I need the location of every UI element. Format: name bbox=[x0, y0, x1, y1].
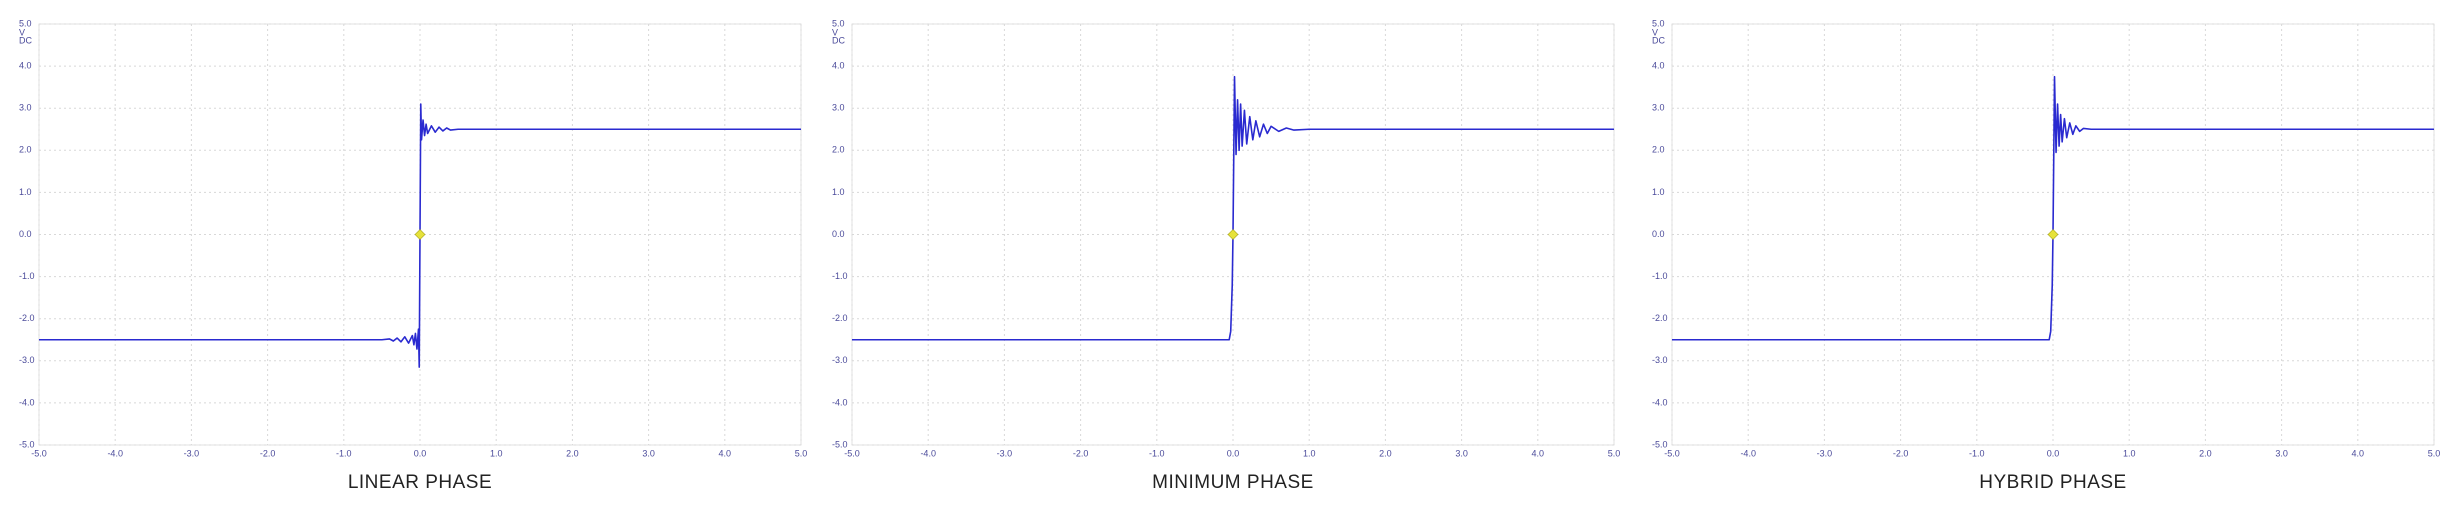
chart: 5.0 4.0 3.0 2.0 1.0 0.0 -1.0 -2.0 -3.0 -4.0 -5.0-5… bbox=[1652, 18, 2440, 493]
x-tick-label: 5.0 bbox=[795, 448, 808, 458]
y-tick-label: 1.0 bbox=[832, 187, 845, 197]
x-tick-label: -5.0 bbox=[844, 448, 860, 458]
x-tick-label: 1.0 bbox=[490, 448, 503, 458]
x-tick-label: 5.0 bbox=[2428, 448, 2441, 458]
x-tick-label: 0.0 bbox=[414, 448, 427, 458]
y-tick-label: 3.0 bbox=[19, 103, 32, 113]
x-tick-label: 3.0 bbox=[1455, 448, 1468, 458]
y-tick-label: 1.0 bbox=[1652, 187, 1665, 197]
y-tick-label: -5.0 bbox=[832, 439, 848, 449]
x-tick-label: 1.0 bbox=[1303, 448, 1316, 458]
y-tick-label: 0.0 bbox=[832, 229, 845, 239]
x-tick-label: -2.0 bbox=[1893, 448, 1909, 458]
x-tick-label: 3.0 bbox=[2275, 448, 2288, 458]
y-tick-label: -5.0 bbox=[1652, 439, 1668, 449]
x-tick-label: 2.0 bbox=[1379, 448, 1392, 458]
y-tick-label: -4.0 bbox=[832, 397, 848, 407]
x-tick-label: -4.0 bbox=[107, 448, 123, 458]
y-unit: V bbox=[19, 27, 25, 37]
trigger-marker bbox=[2047, 229, 2059, 240]
x-tick-label: 4.0 bbox=[719, 448, 732, 458]
y-tick-label: -4.0 bbox=[19, 397, 35, 407]
chart-title: HYBRID PHASE bbox=[1979, 472, 2126, 493]
x-tick-label: 4.0 bbox=[2352, 448, 2365, 458]
x-tick-label: -5.0 bbox=[1664, 448, 1680, 458]
trigger-marker bbox=[414, 229, 426, 240]
y-tick-label: 0.0 bbox=[19, 229, 32, 239]
y-tick-label: -1.0 bbox=[1652, 271, 1668, 281]
x-tick-label: -5.0 bbox=[31, 448, 47, 458]
x-tick-label: -1.0 bbox=[336, 448, 352, 458]
y-tick-label: 5.0 bbox=[832, 18, 845, 28]
x-tick-label: -4.0 bbox=[920, 448, 936, 458]
y-tick-label: 4.0 bbox=[1652, 60, 1665, 70]
signal-trace bbox=[1672, 75, 2434, 341]
y-tick-label: -2.0 bbox=[19, 313, 35, 323]
x-tick-label: 0.0 bbox=[1227, 448, 1240, 458]
y-tick-label: 1.0 bbox=[19, 187, 32, 197]
y-tick-label: -1.0 bbox=[832, 271, 848, 281]
y-tick-label: -5.0 bbox=[19, 439, 35, 449]
x-tick-label: -2.0 bbox=[1073, 448, 1089, 458]
y-tick-label: 3.0 bbox=[1652, 103, 1665, 113]
y-tick-label: -2.0 bbox=[1652, 313, 1668, 323]
x-tick-label: -3.0 bbox=[997, 448, 1013, 458]
x-tick-label: -1.0 bbox=[1149, 448, 1165, 458]
chart: 5.0 4.0 3.0 2.0 1.0 0.0 -1.0 -2.0 -3.0 -4.0 -5.0-5… bbox=[832, 18, 1620, 493]
y-tick-label: -1.0 bbox=[19, 271, 35, 281]
x-tick-label: 4.0 bbox=[1532, 448, 1545, 458]
x-tick-label: 2.0 bbox=[2199, 448, 2212, 458]
y-tick-label: 0.0 bbox=[1652, 229, 1665, 239]
y-tick-label: -4.0 bbox=[1652, 397, 1668, 407]
y-coupling: DC bbox=[1652, 35, 1665, 45]
y-unit: V bbox=[1652, 27, 1658, 37]
x-tick-label: -3.0 bbox=[1817, 448, 1833, 458]
chart-title: LINEAR PHASE bbox=[348, 472, 492, 493]
y-coupling: DC bbox=[19, 35, 32, 45]
y-tick-label: 3.0 bbox=[832, 103, 845, 113]
x-tick-label: 1.0 bbox=[2123, 448, 2136, 458]
chart-title: MINIMUM PHASE bbox=[1152, 472, 1314, 493]
y-tick-label: 2.0 bbox=[1652, 145, 1665, 155]
y-tick-label: 5.0 bbox=[19, 18, 32, 28]
x-tick-label: 5.0 bbox=[1608, 448, 1621, 458]
y-tick-label: 2.0 bbox=[19, 145, 32, 155]
y-tick-label: -3.0 bbox=[1652, 355, 1668, 365]
x-tick-label: -4.0 bbox=[1740, 448, 1756, 458]
y-tick-label: 5.0 bbox=[1652, 18, 1665, 28]
x-tick-label: 3.0 bbox=[642, 448, 655, 458]
y-tick-label: 4.0 bbox=[19, 60, 32, 70]
x-tick-label: 0.0 bbox=[2047, 448, 2060, 458]
y-unit: V bbox=[832, 27, 838, 37]
y-tick-label: -2.0 bbox=[832, 313, 848, 323]
x-tick-label: -3.0 bbox=[184, 448, 200, 458]
y-tick-label: -3.0 bbox=[832, 355, 848, 365]
chart: 5.0 4.0 3.0 2.0 1.0 0.0 -1.0 -2.0 -3.0 -4.0 -5.0-5… bbox=[19, 18, 807, 493]
x-tick-label: -2.0 bbox=[260, 448, 276, 458]
y-tick-label: 2.0 bbox=[832, 145, 845, 155]
y-coupling: DC bbox=[832, 35, 845, 45]
y-tick-label: -3.0 bbox=[19, 355, 35, 365]
x-tick-label: 2.0 bbox=[566, 448, 579, 458]
y-tick-label: 4.0 bbox=[832, 60, 845, 70]
trigger-marker bbox=[1227, 229, 1239, 240]
x-tick-label: -1.0 bbox=[1969, 448, 1985, 458]
